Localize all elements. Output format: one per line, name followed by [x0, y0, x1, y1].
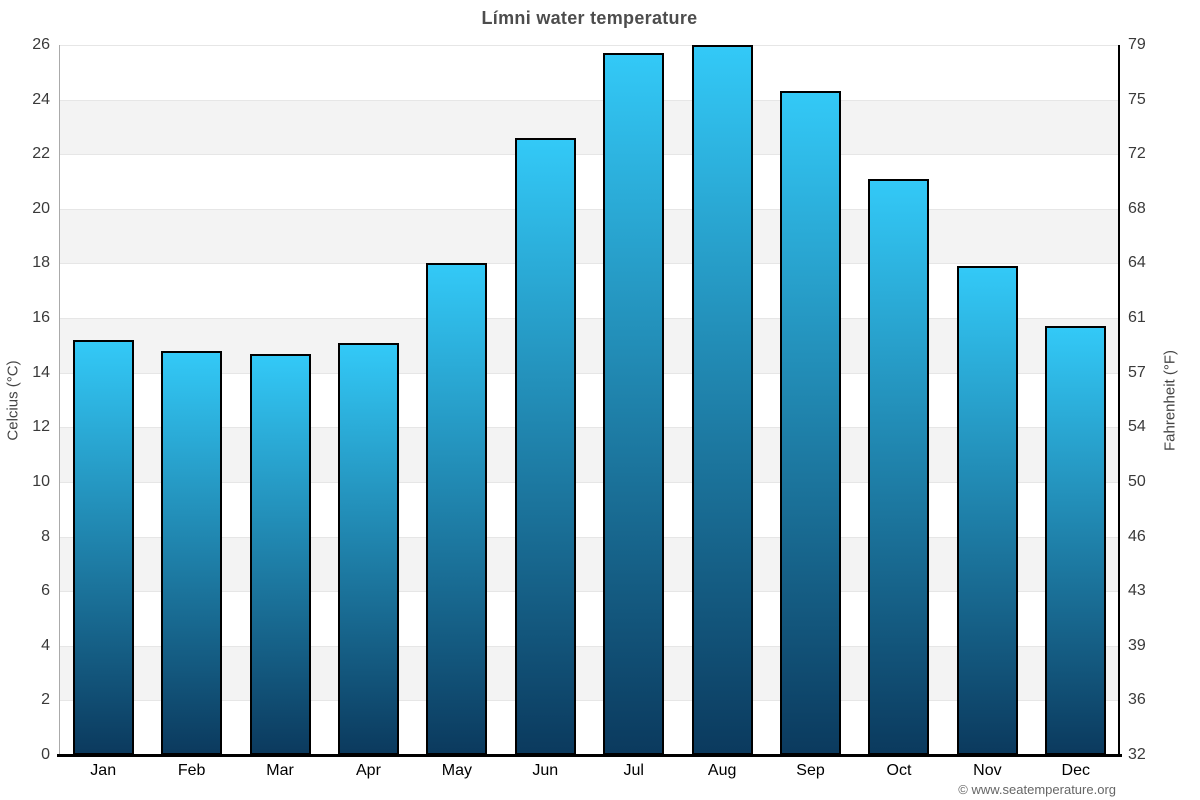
ytick-fahrenheit-36: 36 [1128, 691, 1146, 709]
plot-band [59, 427, 1120, 482]
gridline [59, 645, 1120, 647]
ytick-fahrenheit-64: 64 [1128, 254, 1146, 272]
x-axis-line [57, 754, 1122, 757]
gridline [59, 536, 1120, 538]
bar-may[interactable] [426, 263, 488, 755]
xtick-jun: Jun [532, 762, 559, 779]
ytick-celsius-2: 2 [41, 691, 50, 709]
left-axis-line [59, 45, 60, 755]
xtick-mar: Mar [266, 762, 294, 779]
ytick-celsius-0: 0 [41, 746, 50, 763]
gridline [59, 45, 1120, 46]
gridline [59, 99, 1120, 101]
ytick-fahrenheit-68: 68 [1128, 199, 1146, 217]
bar-jun[interactable] [514, 137, 576, 755]
plot-band [59, 99, 1120, 155]
plot-area [59, 45, 1120, 755]
y-axis-title-celsius: Celcius (°C) [4, 360, 22, 441]
ytick-celsius-20: 20 [32, 199, 50, 217]
plot-band [59, 318, 1120, 373]
bar-dec[interactable] [1045, 326, 1107, 755]
bar-feb[interactable] [161, 350, 223, 755]
ytick-celsius-10: 10 [32, 472, 50, 490]
xtick-sep: Sep [796, 762, 825, 779]
bar-sep[interactable] [780, 91, 842, 755]
ytick-fahrenheit-50: 50 [1128, 472, 1146, 490]
ytick-fahrenheit-61: 61 [1128, 309, 1146, 327]
ytick-celsius-8: 8 [41, 527, 50, 545]
ytick-fahrenheit-54: 54 [1128, 418, 1146, 436]
gridline [59, 263, 1120, 265]
bar-mar[interactable] [249, 353, 311, 755]
ytick-fahrenheit-75: 75 [1128, 90, 1146, 108]
bar-nov[interactable] [956, 266, 1018, 755]
gridline [59, 427, 1120, 429]
copyright-link[interactable]: © www.seatemperature.org [958, 782, 1116, 797]
bar-jul[interactable] [603, 53, 665, 755]
plot-band [59, 645, 1120, 701]
xtick-feb: Feb [177, 762, 206, 779]
ytick-fahrenheit-39: 39 [1128, 636, 1146, 654]
right-axis-line [1118, 45, 1120, 755]
ytick-celsius-14: 14 [32, 363, 50, 381]
xtick-oct: Oct [886, 762, 912, 779]
ytick-celsius-24: 24 [32, 90, 50, 108]
xtick-jan: Jan [90, 762, 117, 779]
gridline [59, 154, 1120, 156]
ytick-celsius-22: 22 [32, 145, 50, 163]
ytick-fahrenheit-43: 43 [1128, 582, 1146, 600]
bar-oct[interactable] [868, 178, 930, 755]
ytick-celsius-6: 6 [41, 582, 50, 600]
ytick-celsius-16: 16 [32, 309, 50, 327]
gridline [59, 700, 1120, 702]
y-axis-title-fahrenheit: Fahrenheit (°F) [1161, 349, 1179, 452]
ytick-fahrenheit-79: 79 [1128, 36, 1146, 53]
bar-jan[interactable] [72, 339, 134, 755]
plot-band [59, 536, 1120, 592]
xtick-nov: Nov [973, 762, 1002, 779]
xtick-jul: Jul [623, 762, 644, 779]
bar-apr[interactable] [337, 342, 399, 755]
gridline [59, 318, 1120, 320]
gridline [59, 372, 1120, 374]
bar-aug[interactable] [691, 45, 753, 755]
ytick-fahrenheit-46: 46 [1128, 527, 1146, 545]
ytick-fahrenheit-32: 32 [1128, 746, 1146, 763]
plot-band [59, 208, 1120, 264]
gridline [59, 591, 1120, 593]
ytick-fahrenheit-57: 57 [1128, 363, 1146, 381]
xtick-dec: Dec [1061, 762, 1090, 779]
xtick-aug: Aug [707, 762, 737, 779]
gridline [59, 481, 1120, 483]
xtick-apr: Apr [356, 762, 381, 779]
ytick-celsius-18: 18 [32, 254, 50, 272]
ytick-celsius-4: 4 [41, 636, 50, 654]
ytick-fahrenheit-72: 72 [1128, 145, 1146, 163]
ytick-celsius-12: 12 [32, 418, 50, 436]
chart-title: Límni water temperature [481, 8, 698, 28]
ytick-celsius-26: 26 [32, 36, 50, 53]
xtick-may: May [441, 762, 472, 779]
gridline [59, 208, 1120, 210]
